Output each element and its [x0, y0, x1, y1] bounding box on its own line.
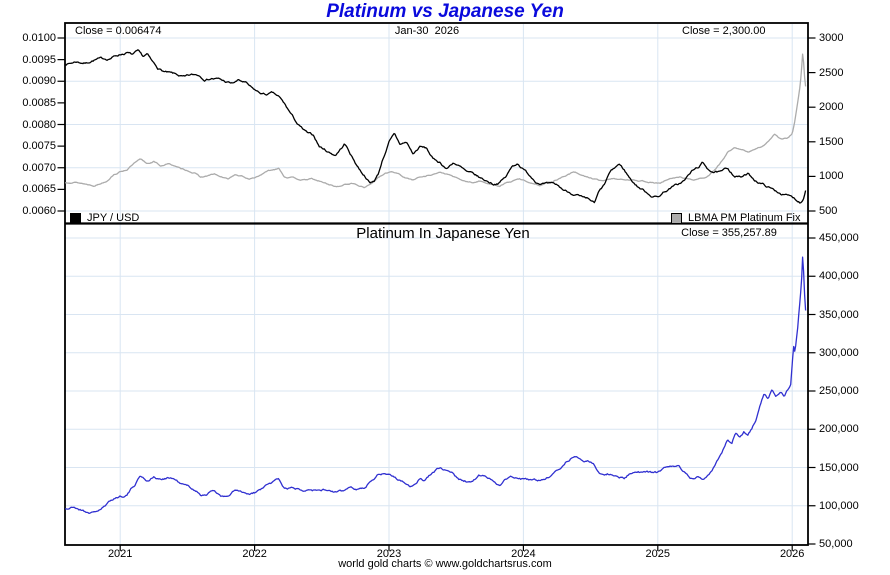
platinum-jpy-close-label: Close = 355,257.89	[681, 227, 777, 239]
top-left-axis-tick-label: 0.0095	[22, 53, 56, 66]
legend-label-jpy-usd: JPY / USD	[87, 212, 140, 224]
x-axis-year-label: 2021	[107, 548, 133, 560]
top-right-axis-tick-label: 2000	[819, 101, 844, 114]
legend-label-platinum-fix: LBMA PM Platinum Fix	[688, 212, 801, 224]
top-left-axis-tick-label: 0.0070	[22, 161, 56, 174]
bottom-right-axis-tick-label: 450,000	[819, 232, 859, 244]
platinum-usd-close-label: Close = 2,300.00	[682, 25, 766, 37]
bottom-right-axis-tick-label: 150,000	[819, 461, 859, 474]
series-path	[65, 53, 807, 189]
page-title: Platinum vs Japanese Yen	[326, 1, 564, 22]
legend-jpy-usd: JPY / USD	[70, 212, 139, 224]
legend-swatch-jpy-usd-icon	[70, 212, 81, 224]
bottom-right-axis-tick-label: 250,000	[819, 385, 859, 397]
legend-swatch-platinum-fix-icon	[671, 212, 682, 224]
footer-credit: world gold charts © www.goldchartsrus.co…	[338, 558, 552, 570]
series-path	[64, 49, 807, 204]
date-label: Jan-30 2026	[394, 25, 460, 37]
x-axis-year-label: 2022	[242, 548, 267, 560]
top-right-axis-tick-label: 1500	[819, 135, 844, 148]
top-left-axis-tick-label: 0.0090	[22, 75, 56, 88]
jpy-usd-close-label: Close = 0.006474	[75, 25, 162, 37]
bottom-right-axis-tick-label: 400,000	[819, 270, 859, 283]
x-axis-year-label: 2025	[645, 548, 671, 560]
top-left-axis-tick-label: 0.0080	[22, 118, 56, 131]
top-right-axis-tick-label: 2500	[819, 66, 844, 79]
top-left-axis-tick-label: 0.0075	[22, 140, 56, 153]
bottom-right-axis-tick-label: 200,000	[819, 423, 859, 436]
series-path	[65, 256, 807, 515]
bottom-right-axis-tick-label: 50,000	[819, 538, 853, 550]
x-axis-year-label: 2023	[376, 548, 402, 560]
top-right-axis-tick-label: 1000	[819, 170, 844, 183]
top-left-axis-tick-label: 0.0065	[22, 183, 56, 196]
top-left-axis-tick-label: 0.0100	[22, 32, 56, 44]
legend-platinum-fix: LBMA PM Platinum Fix	[671, 212, 800, 224]
top-right-axis-tick-label: 3000	[819, 32, 844, 44]
top-left-axis-tick-label: 0.0085	[22, 96, 56, 109]
bottom-right-axis-tick-label: 300,000	[819, 346, 859, 359]
bottom-right-axis-tick-label: 350,000	[819, 308, 859, 321]
top-left-axis-tick-label: 0.0060	[22, 205, 56, 217]
x-axis-year-label: 2024	[511, 548, 536, 560]
x-axis-year-label: 2026	[779, 548, 805, 560]
top-right-axis-tick-label: 500	[819, 205, 838, 217]
bottom-chart-title: Platinum In Japanese Yen	[356, 225, 530, 242]
bottom-right-axis-tick-label: 100,000	[819, 499, 859, 512]
